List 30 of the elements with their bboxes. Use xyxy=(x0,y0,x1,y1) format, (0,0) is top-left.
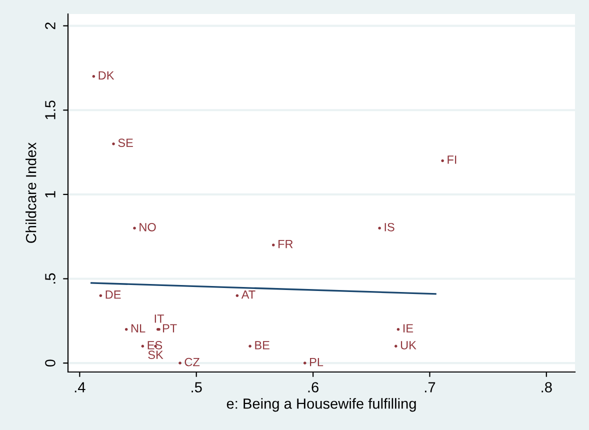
data-label: PL xyxy=(310,358,324,366)
data-label: DE xyxy=(106,290,121,299)
x-tick-label: .8 xyxy=(542,382,552,392)
data-label: IE xyxy=(403,324,414,332)
data-label: PT xyxy=(162,324,177,332)
data-label: UK xyxy=(400,341,416,350)
y-tick-label: 0 xyxy=(45,360,56,367)
data-label: FI xyxy=(448,156,456,164)
data-label: IS xyxy=(384,222,394,232)
data-label: ES xyxy=(148,341,162,350)
y-tick-label: 1 xyxy=(45,191,56,198)
data-label: SK xyxy=(148,350,164,360)
data-label: DK xyxy=(98,71,114,80)
x-tick-label: .4 xyxy=(74,382,86,392)
data-label: FR xyxy=(278,240,293,248)
y-tick-label: 2 xyxy=(45,22,56,30)
y-tick-label: .5 xyxy=(45,273,56,284)
y-tick-label: 1.5 xyxy=(45,100,56,120)
data-label: SE xyxy=(118,138,133,148)
data-label: IT xyxy=(154,314,164,323)
x-axis-title: e: Being a Housewife fulfilling xyxy=(226,398,416,412)
data-label: NO xyxy=(140,222,156,232)
y-axis-title: Childcare Index xyxy=(26,142,36,243)
x-tick-label: .6 xyxy=(308,382,318,392)
data-label: BE xyxy=(255,341,270,350)
data-label: NL xyxy=(131,324,146,332)
x-tick-label: .7 xyxy=(424,382,436,392)
x-tick-label: .5 xyxy=(192,382,202,392)
data-label: AT xyxy=(241,290,256,299)
data-label: CZ xyxy=(184,358,200,366)
